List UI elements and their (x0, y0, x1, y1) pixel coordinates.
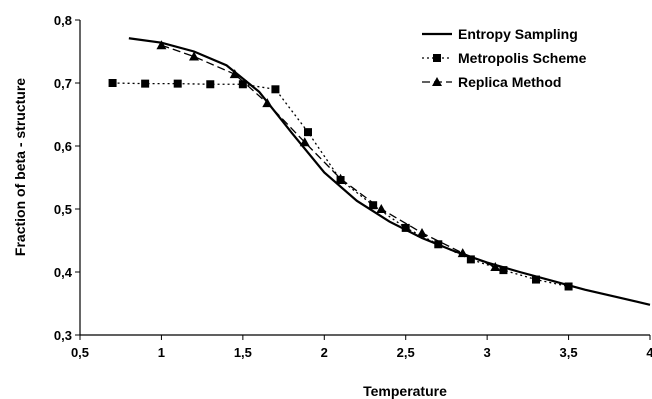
y-axis-title: Fraction of beta - structure (12, 78, 28, 256)
series-line (128, 37, 651, 306)
data-point (369, 201, 378, 210)
data-point (173, 79, 182, 88)
axes: 0,5 1 1,5 2 2,5 3 3,5 4 0,3 0,4 0,5 0,6 0,7 0,8 (54, 13, 652, 360)
legend-label: Metropolis Scheme (458, 50, 587, 66)
data-point (532, 275, 540, 284)
data-point (206, 80, 215, 89)
x-tick-label: 4 (646, 345, 652, 360)
data-point (401, 223, 410, 232)
y-tick-label: 0,3 (54, 328, 72, 343)
legend-marker (433, 54, 441, 62)
legend-label: Replica Method (458, 74, 561, 90)
legend-item: Replica Method (422, 74, 561, 90)
data-point (108, 79, 117, 87)
data-point (141, 79, 150, 88)
series-layer (108, 37, 651, 306)
data-point (229, 69, 240, 79)
y-tick-label: 0,6 (54, 139, 72, 154)
y-tick-label: 0,4 (54, 265, 73, 280)
legend-item: Entropy Sampling (422, 26, 578, 42)
x-tick-label: 3,5 (560, 345, 578, 360)
y-tick-label: 0,5 (54, 202, 72, 217)
data-point (466, 255, 475, 264)
data-point (457, 248, 468, 258)
data-point (304, 128, 312, 137)
data-point (156, 40, 167, 50)
data-point (335, 173, 346, 183)
series-replica-method (156, 40, 501, 271)
data-point (499, 266, 508, 275)
legend-marker (432, 77, 442, 86)
data-point (376, 204, 387, 213)
x-tick-label: 2 (321, 345, 328, 360)
x-tick-label: 2,5 (397, 345, 415, 360)
legend: Entropy Sampling Metropolis Scheme Replica… (422, 26, 587, 90)
data-point (434, 240, 443, 249)
series-line (161, 44, 496, 268)
data-point (490, 261, 501, 271)
y-tick-label: 0,8 (54, 13, 72, 28)
x-axis-title: Temperature (363, 383, 447, 399)
legend-item: Metropolis Scheme (422, 50, 587, 66)
data-point (189, 51, 199, 61)
series-line (112, 82, 569, 288)
legend-label: Entropy Sampling (458, 26, 578, 42)
series-entropy-sampling (128, 37, 651, 306)
x-tick-label: 1 (158, 345, 165, 360)
x-tick-label: 1,5 (234, 345, 252, 360)
data-point (238, 80, 247, 89)
series-metropolis-scheme (108, 79, 573, 291)
y-tick-label: 0,7 (54, 76, 72, 91)
x-tick-label: 0,5 (71, 345, 89, 360)
data-point (262, 98, 273, 108)
x-tick-label: 3 (484, 345, 491, 360)
data-point (299, 137, 310, 147)
data-point (417, 227, 427, 237)
data-point (271, 85, 280, 94)
data-point (564, 282, 573, 291)
